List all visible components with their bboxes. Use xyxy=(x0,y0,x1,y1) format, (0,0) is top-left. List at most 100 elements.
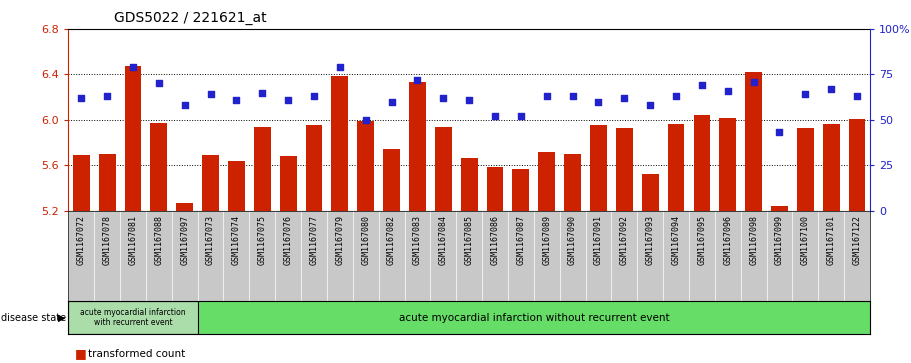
Bar xyxy=(73,155,89,211)
Text: GSM1167101: GSM1167101 xyxy=(826,215,835,265)
Bar xyxy=(305,126,322,211)
Text: GSM1167079: GSM1167079 xyxy=(335,215,344,265)
Text: GSM1167087: GSM1167087 xyxy=(517,215,526,265)
Bar xyxy=(254,127,271,211)
Bar xyxy=(150,123,168,211)
Point xyxy=(100,93,115,99)
Point xyxy=(566,93,580,99)
Text: GSM1167076: GSM1167076 xyxy=(283,215,292,265)
FancyBboxPatch shape xyxy=(68,301,198,334)
Bar xyxy=(823,125,840,211)
Text: GSM1167082: GSM1167082 xyxy=(387,215,396,265)
Bar xyxy=(486,167,504,211)
Text: GSM1167073: GSM1167073 xyxy=(206,215,215,265)
Text: acute myocardial infarction without recurrent event: acute myocardial infarction without recu… xyxy=(398,313,669,323)
Text: GSM1167100: GSM1167100 xyxy=(801,215,810,265)
Point xyxy=(850,93,865,99)
Text: GSM1167078: GSM1167078 xyxy=(103,215,112,265)
Bar xyxy=(720,118,736,211)
Bar xyxy=(797,128,814,211)
Bar xyxy=(538,152,555,211)
Point xyxy=(178,102,192,108)
Point xyxy=(617,95,631,101)
Text: GSM1167099: GSM1167099 xyxy=(775,215,784,265)
Text: GSM1167091: GSM1167091 xyxy=(594,215,603,265)
Bar xyxy=(98,154,116,211)
Text: GSM1167096: GSM1167096 xyxy=(723,215,732,265)
Text: GSM1167072: GSM1167072 xyxy=(77,215,86,265)
Point xyxy=(384,99,399,105)
Bar xyxy=(849,119,865,211)
Text: GSM1167088: GSM1167088 xyxy=(154,215,163,265)
Point xyxy=(824,86,838,92)
Text: GSM1167093: GSM1167093 xyxy=(646,215,655,265)
Bar xyxy=(461,158,477,211)
Text: GSM1167122: GSM1167122 xyxy=(853,215,862,265)
Text: GSM1167095: GSM1167095 xyxy=(698,215,706,265)
Point xyxy=(773,130,787,135)
Bar xyxy=(280,156,297,211)
Text: acute myocardial infarction
with recurrent event: acute myocardial infarction with recurre… xyxy=(80,308,186,327)
Bar xyxy=(228,161,245,211)
Point xyxy=(74,95,88,101)
Point xyxy=(514,113,528,119)
Point xyxy=(539,93,554,99)
Bar xyxy=(641,174,659,211)
Text: GSM1167085: GSM1167085 xyxy=(465,215,474,265)
Bar xyxy=(771,206,788,211)
Point xyxy=(126,64,140,70)
Text: GSM1167090: GSM1167090 xyxy=(568,215,577,265)
Bar xyxy=(332,76,348,211)
Text: GSM1167081: GSM1167081 xyxy=(128,215,138,265)
Point xyxy=(462,97,476,103)
Point xyxy=(281,97,295,103)
Text: ▶: ▶ xyxy=(58,313,66,323)
Point xyxy=(643,102,658,108)
Text: GSM1167084: GSM1167084 xyxy=(439,215,448,265)
Text: GSM1167098: GSM1167098 xyxy=(749,215,758,265)
Bar xyxy=(409,82,425,211)
Bar xyxy=(693,115,711,211)
Text: GSM1167074: GSM1167074 xyxy=(232,215,241,265)
Text: GSM1167083: GSM1167083 xyxy=(413,215,422,265)
Bar xyxy=(590,126,607,211)
Text: GSM1167092: GSM1167092 xyxy=(619,215,629,265)
Text: transformed count: transformed count xyxy=(88,349,186,359)
Text: GSM1167077: GSM1167077 xyxy=(310,215,319,265)
Point xyxy=(358,117,373,123)
Bar xyxy=(745,72,762,211)
Bar xyxy=(616,128,633,211)
Bar xyxy=(384,149,400,211)
Bar xyxy=(202,155,219,211)
Point xyxy=(798,91,813,97)
Text: GSM1167075: GSM1167075 xyxy=(258,215,267,265)
Point xyxy=(333,64,347,70)
Point xyxy=(436,95,451,101)
Point xyxy=(721,88,735,94)
Bar xyxy=(435,127,452,211)
Point xyxy=(487,113,502,119)
Text: GSM1167097: GSM1167097 xyxy=(180,215,189,265)
Bar xyxy=(177,203,193,211)
Text: GSM1167086: GSM1167086 xyxy=(490,215,499,265)
Point xyxy=(230,97,244,103)
Bar xyxy=(564,154,581,211)
Point xyxy=(746,79,761,85)
Bar xyxy=(357,121,374,211)
Point xyxy=(307,93,322,99)
Point xyxy=(591,99,606,105)
Text: disease state: disease state xyxy=(1,313,66,323)
Text: GDS5022 / 221621_at: GDS5022 / 221621_at xyxy=(114,11,267,25)
Point xyxy=(151,81,166,86)
Point xyxy=(694,82,709,88)
Text: GSM1167089: GSM1167089 xyxy=(542,215,551,265)
Point xyxy=(669,93,683,99)
Point xyxy=(203,91,218,97)
Text: ■: ■ xyxy=(75,347,87,360)
Point xyxy=(255,90,270,95)
Point xyxy=(410,77,425,83)
Bar xyxy=(125,66,141,211)
Bar xyxy=(513,168,529,211)
Text: GSM1167080: GSM1167080 xyxy=(362,215,370,265)
Bar xyxy=(668,125,684,211)
